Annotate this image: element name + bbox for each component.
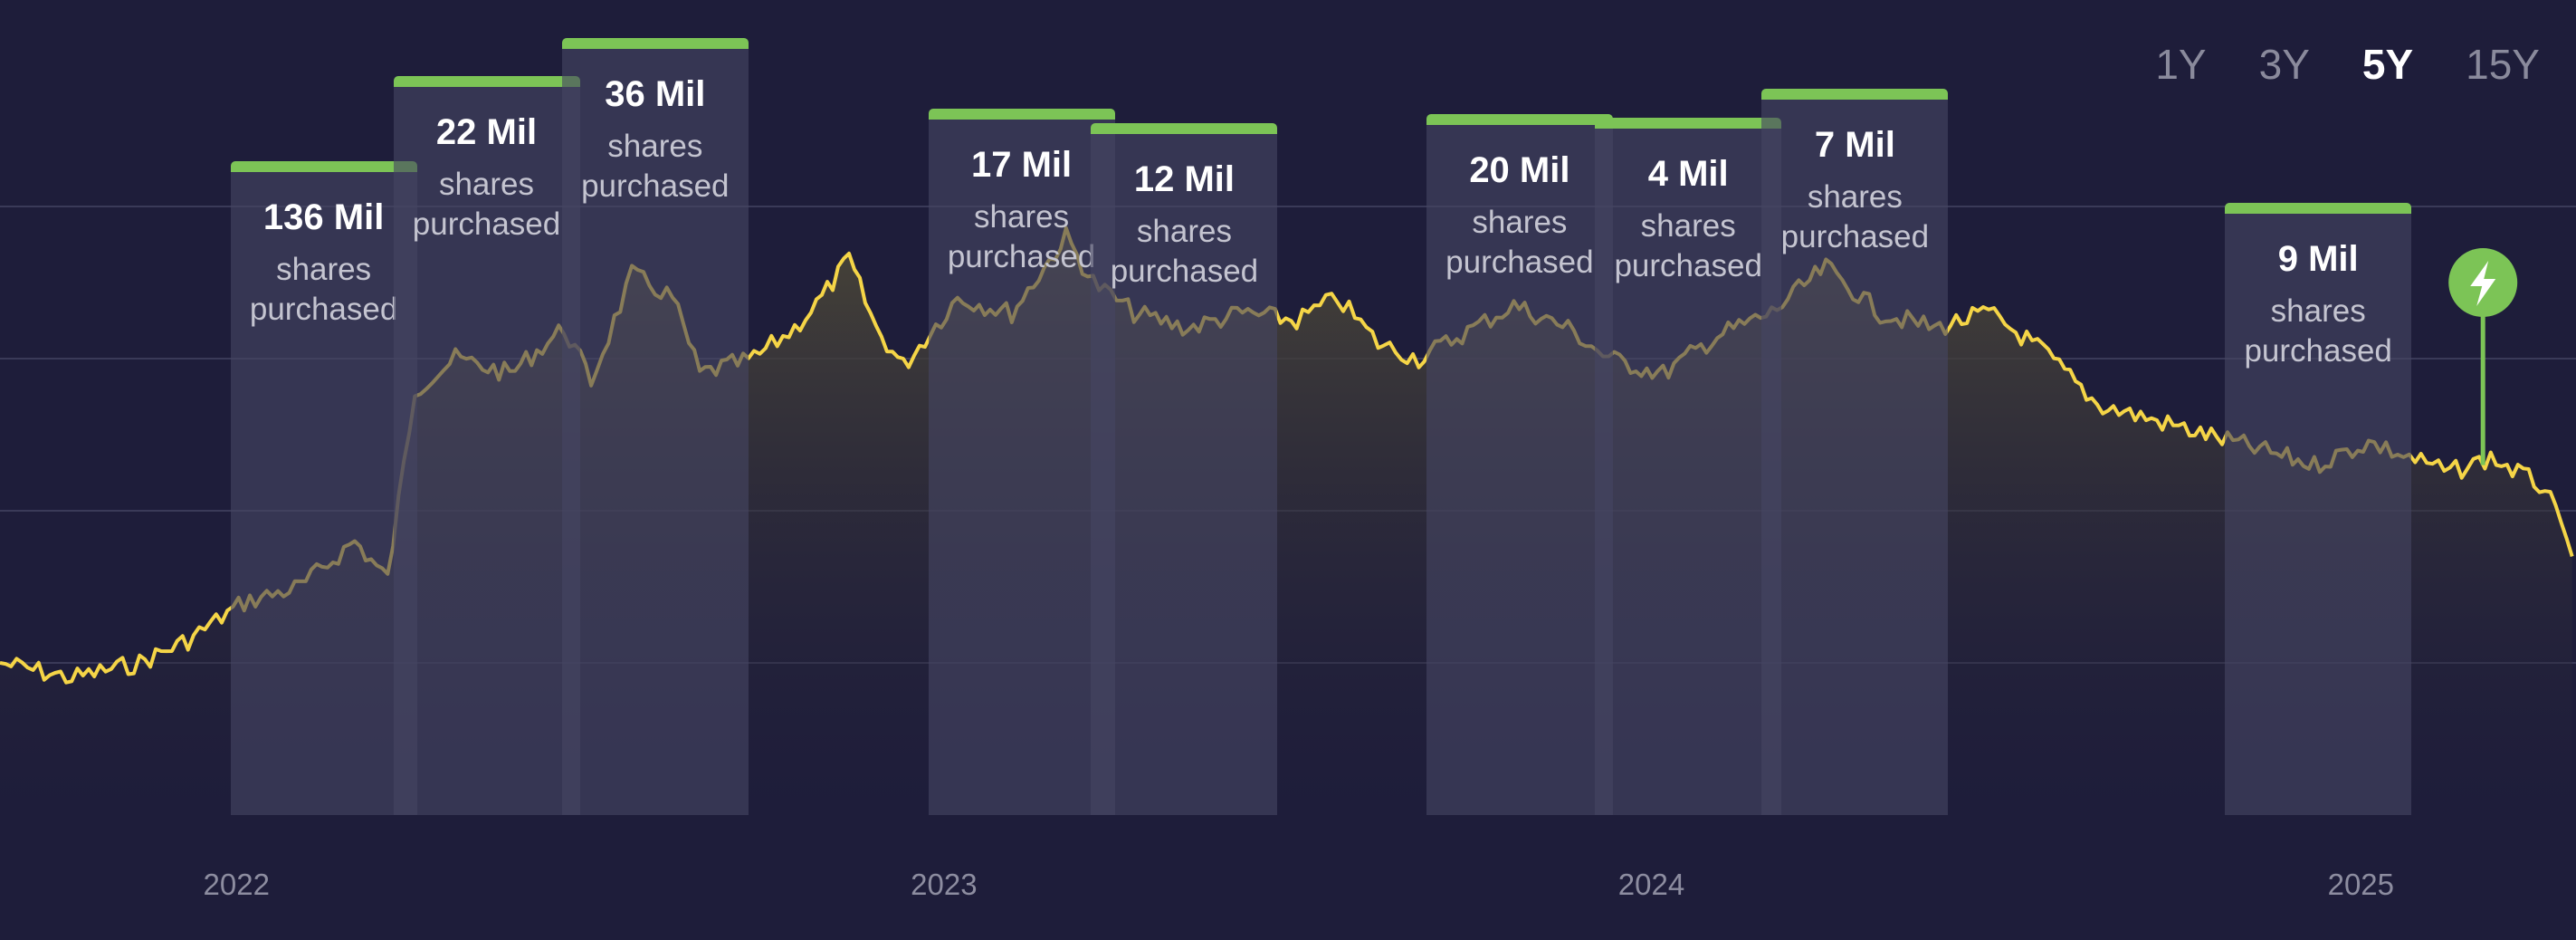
range-button-5y[interactable]: 5Y	[2361, 41, 2414, 88]
purchase-caption: shares purchased	[1110, 214, 1259, 289]
purchase-box-6[interactable]: 4 Mil shares purchased	[1595, 118, 1782, 815]
range-button-1y[interactable]: 1Y	[2155, 41, 2207, 88]
purchase-value: 136 Mil	[262, 197, 385, 237]
purchase-value: 17 Mil	[970, 145, 1073, 185]
purchase-box-5[interactable]: 20 Mil shares purchased	[1426, 114, 1613, 815]
purchase-caption: shares purchased	[1780, 179, 1930, 254]
purchase-value: 4 Mil	[1647, 154, 1729, 194]
purchase-value: 12 Mil	[1133, 159, 1235, 199]
lightning-bolt-icon	[2470, 261, 2496, 306]
purchase-caption: shares purchased	[412, 167, 561, 242]
purchase-value: 9 Mil	[2277, 239, 2359, 279]
purchase-value: 22 Mil	[435, 112, 538, 152]
purchase-value: 7 Mil	[1814, 125, 1895, 165]
purchase-box-8[interactable]: 9 Mil shares purchased	[2225, 203, 2412, 815]
range-button-3y[interactable]: 3Y	[2258, 41, 2310, 88]
purchase-box-1[interactable]: 22 Mil shares purchased	[393, 76, 580, 815]
x-tick-label-2024: 2024	[1617, 868, 1685, 901]
range-button-15y[interactable]: 15Y	[2466, 41, 2540, 88]
purchase-box-2[interactable]: 36 Mil shares purchased	[561, 38, 749, 815]
purchase-box-0[interactable]: 136 Mil shares purchased	[230, 161, 417, 815]
purchase-caption: shares purchased	[1445, 205, 1594, 280]
x-tick-label-2022: 2022	[203, 868, 270, 901]
purchase-caption: shares purchased	[581, 129, 730, 204]
x-tick-label-2023: 2023	[911, 868, 978, 901]
purchase-caption: shares purchased	[2244, 293, 2392, 369]
purchase-box-3[interactable]: 17 Mil shares purchased	[928, 109, 1115, 815]
event-marker[interactable]	[2448, 248, 2518, 465]
x-tick-label-2025: 2025	[2327, 868, 2395, 901]
purchase-box-7[interactable]: 7 Mil shares purchased	[1761, 89, 1949, 815]
purchase-value: 20 Mil	[1469, 150, 1570, 190]
purchase-caption: shares purchased	[249, 252, 398, 327]
time-range-selector: 1Y 3Y 5Y 15Y	[2155, 40, 2540, 89]
purchase-box-4[interactable]: 12 Mil shares purchased	[1091, 123, 1278, 815]
purchase-value: 36 Mil	[605, 74, 706, 114]
purchase-caption: shares purchased	[947, 199, 1096, 274]
purchase-caption: shares purchased	[1614, 208, 1762, 283]
